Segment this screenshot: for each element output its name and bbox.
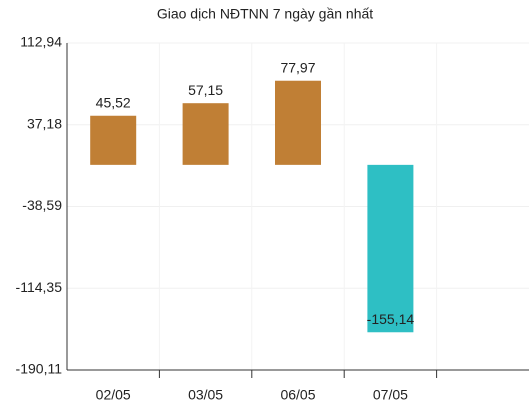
bar: [367, 164, 414, 333]
x-tick-label: 02/05: [96, 387, 131, 403]
x-tick-label: 06/05: [280, 387, 315, 403]
y-tick-label: 37,18: [27, 115, 62, 131]
y-tick-label: -114,35: [16, 279, 63, 295]
bar: [275, 80, 321, 165]
x-tick-label: 03/05: [188, 387, 223, 403]
bar: [182, 103, 229, 165]
y-tick-label: -38,59: [22, 197, 62, 213]
y-tick-label: -190,11: [16, 361, 63, 377]
bar: [90, 115, 137, 165]
chart-title: Giao dịch NĐTNN 7 ngày gần nhất: [157, 6, 373, 22]
x-tick-label: 07/05: [373, 387, 408, 403]
y-tick-label: 112,94: [20, 34, 62, 50]
value-label: 77,97: [280, 59, 315, 75]
value-label: 45,52: [96, 94, 131, 110]
value-label: 57,15: [188, 82, 223, 98]
value-label: -155,14: [367, 311, 415, 327]
